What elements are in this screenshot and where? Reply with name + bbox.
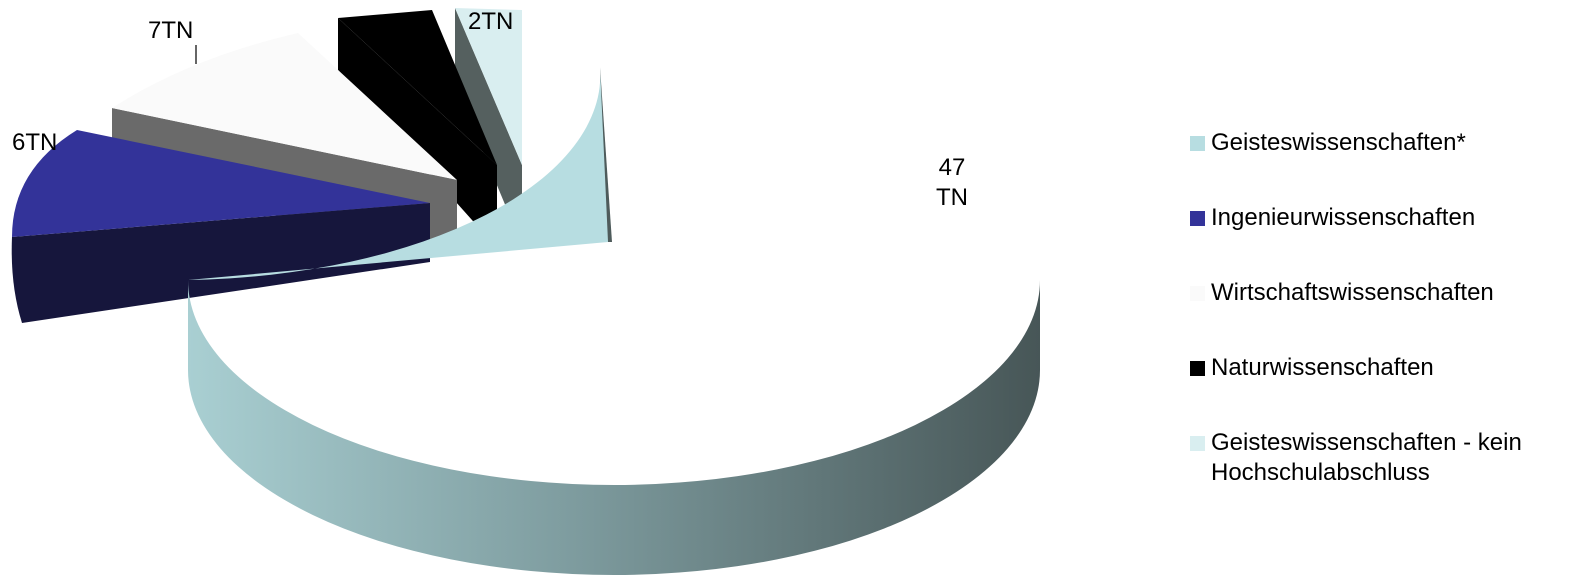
slice-ingenieurwissenschaften — [11, 130, 430, 323]
slice-inner-edge — [600, 67, 612, 242]
slice-side — [11, 203, 430, 323]
data-label-wirtschaftswissenschaften: 7TN — [148, 17, 193, 44]
data-label-line: 7TN — [148, 17, 193, 44]
data-label-geisteswissenschaften-kein-abschluss: 2TN — [468, 8, 513, 35]
slice-side — [188, 280, 1040, 575]
data-label-line: 2TN — [468, 8, 513, 35]
legend-item: Geisteswissenschaften* — [1190, 128, 1466, 158]
slice-naturwissenschaften — [338, 10, 497, 248]
legend-swatch — [1190, 436, 1205, 451]
legend-item: Wirtschaftswissenschaften — [1190, 278, 1494, 308]
data-label-line: 47 — [939, 154, 966, 181]
data-label-ingenieurwissenschaften: 6TN — [12, 129, 57, 156]
legend-swatch — [1190, 286, 1205, 301]
slice-top — [338, 10, 497, 165]
data-label-geisteswissenschaften: 47 TN — [936, 154, 968, 211]
slice-top — [12, 130, 430, 237]
slice-top — [112, 33, 457, 180]
slice-side — [455, 8, 522, 245]
legend-swatch — [1190, 361, 1205, 376]
slice-top — [455, 8, 522, 165]
slice-geisteswissenschaften — [188, 67, 1040, 575]
slice-top — [188, 67, 608, 280]
legend-label: Geisteswissenschaften* — [1211, 129, 1466, 156]
legend-swatch — [1190, 136, 1205, 151]
legend-label: Geisteswissenschaften - kein Hochschulab… — [1211, 429, 1522, 486]
legend-item: Ingenieurwissenschaften — [1190, 203, 1475, 233]
legend-label: Naturwissenschaften — [1211, 354, 1434, 381]
legend-item: Naturwissenschaften — [1190, 353, 1434, 383]
legend-swatch — [1190, 211, 1205, 226]
legend-label: Wirtschaftswissenschaften — [1211, 279, 1494, 306]
data-labels: 47 TN 6TN 7TN 2TN — [12, 8, 968, 211]
data-label-line: 6TN — [12, 129, 57, 156]
slice-geisteswissenschaften-kein-abschluss — [455, 8, 522, 245]
slice-side — [338, 18, 497, 248]
data-label-line: TN — [936, 184, 968, 211]
legend-item: Geisteswissenschaften - kein Hochschulab… — [1190, 428, 1522, 488]
legend-label: Ingenieurwissenschaften — [1211, 204, 1476, 231]
